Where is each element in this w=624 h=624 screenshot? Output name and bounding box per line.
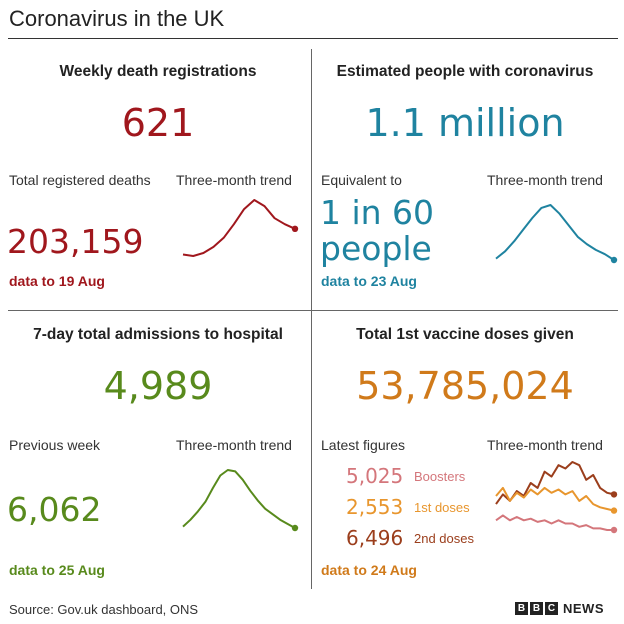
infections-ratio-line1: 1 in 60 [320,193,435,232]
bbc-news-logo: B B C NEWS [515,601,604,616]
source-note: Source: Gov.uk dashboard, ONS [9,602,199,617]
infections-title: Estimated people with coronavirus [336,63,594,80]
deaths-as-of: data to 19 Aug [9,273,105,289]
trend-line-boosters [495,514,614,531]
trend-line-1st-doses [495,486,615,512]
hospital-previous-value: 6,062 [7,490,102,529]
hospital-as-of: data to 25 Aug [9,562,105,578]
trend-line-series [182,199,296,257]
boosters-label: Boosters [414,469,466,484]
logo-letter: C [545,602,558,615]
trend-line-2nd-doses [495,461,615,505]
infections-ratio-line2: people [320,229,432,268]
infections-equivalent-label: Equivalent to [321,172,402,188]
vaccine-title: Total 1st vaccine doses given [356,326,574,343]
hospital-admissions-value: 4,989 [103,364,213,408]
title-rule [8,38,618,39]
deaths-trend-label: Three-month trend [176,172,292,188]
second-doses-value: 6,496 [346,526,404,550]
second-doses-label: 2nd doses [414,531,474,546]
logo-letter: B [515,602,528,615]
hospital-title: 7-day total admissions to hospital [33,326,283,343]
infections-trend-label: Three-month trend [487,172,603,188]
hospital-previous-label: Previous week [9,437,101,453]
vaccine-trend-label: Three-month trend [487,437,603,453]
first-doses-value: 2,553 [346,495,404,519]
trend-end-point [610,526,618,534]
trend-end-point [610,491,618,498]
page-title: Coronavirus in the UK [9,6,225,31]
vaccine-total-value: 53,785,024 [356,364,574,408]
horizontal-divider [8,310,618,311]
vertical-divider [311,49,312,589]
first-doses-label: 1st doses [414,500,470,515]
trend-line-series [495,204,615,261]
deaths-weekly-value: 621 [121,101,195,145]
hospital-trend-label: Three-month trend [176,437,292,453]
vaccine-latest-label: Latest figures [321,437,406,453]
trend-end-point [610,256,618,264]
trend-end-point [291,524,299,532]
infections-value: 1.1 million [365,101,565,145]
deaths-total-value: 203,159 [7,222,144,261]
deaths-title: Weekly death registrations [59,63,257,80]
infections-as-of: data to 23 Aug [321,273,417,289]
vaccine-as-of: data to 24 Aug [321,562,417,578]
trend-end-point [291,225,299,232]
logo-letter: B [530,602,543,615]
boosters-value: 5,025 [346,464,404,488]
trend-end-point [610,507,618,514]
trend-line-series [182,469,296,529]
deaths-total-label: Total registered deaths [9,172,151,188]
logo-word: NEWS [563,601,604,616]
